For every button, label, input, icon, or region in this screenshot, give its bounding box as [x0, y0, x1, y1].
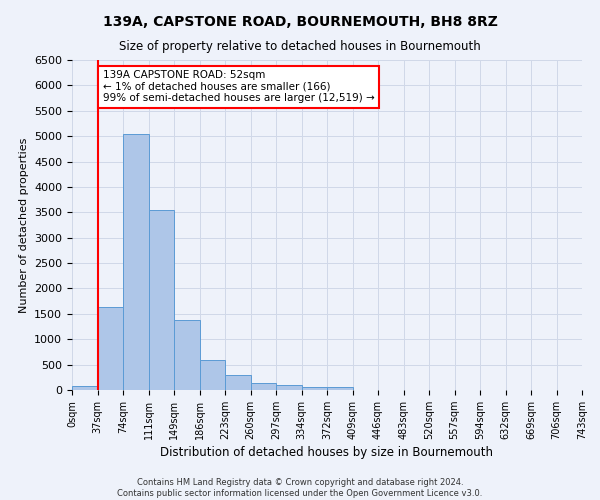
Bar [149, 210, 174, 390]
Bar [225, 376, 251, 390]
Bar [72, 386, 97, 390]
Text: Size of property relative to detached houses in Bournemouth: Size of property relative to detached ho… [119, 40, 481, 53]
Text: Contains HM Land Registry data © Crown copyright and database right 2024.
Contai: Contains HM Land Registry data © Crown c… [118, 478, 482, 498]
Bar [327, 386, 353, 390]
Bar [97, 307, 123, 390]
Bar [199, 360, 225, 390]
Bar [276, 385, 302, 390]
Bar [251, 382, 276, 390]
Bar [174, 320, 199, 390]
X-axis label: Distribution of detached houses by size in Bournemouth: Distribution of detached houses by size … [161, 446, 493, 459]
Y-axis label: Number of detached properties: Number of detached properties [19, 138, 29, 312]
Text: 139A, CAPSTONE ROAD, BOURNEMOUTH, BH8 8RZ: 139A, CAPSTONE ROAD, BOURNEMOUTH, BH8 8R… [103, 15, 497, 29]
Bar [123, 134, 149, 390]
Text: 139A CAPSTONE ROAD: 52sqm
← 1% of detached houses are smaller (166)
99% of semi-: 139A CAPSTONE ROAD: 52sqm ← 1% of detach… [103, 70, 374, 103]
Bar [302, 386, 327, 390]
